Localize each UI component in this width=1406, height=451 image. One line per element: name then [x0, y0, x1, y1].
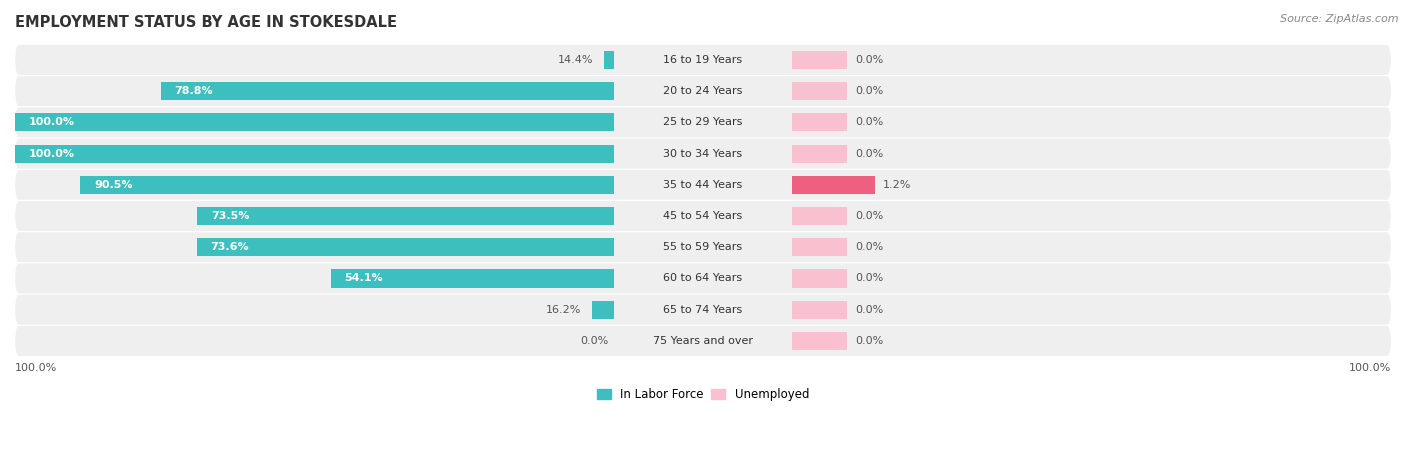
- Bar: [160, 82, 613, 100]
- Text: Source: ZipAtlas.com: Source: ZipAtlas.com: [1281, 14, 1399, 23]
- Text: EMPLOYMENT STATUS BY AGE IN STOKESDALE: EMPLOYMENT STATUS BY AGE IN STOKESDALE: [15, 15, 396, 30]
- FancyBboxPatch shape: [15, 138, 1391, 169]
- Bar: [793, 301, 848, 319]
- Text: 45 to 54 Years: 45 to 54 Years: [664, 211, 742, 221]
- Text: 0.0%: 0.0%: [856, 305, 884, 315]
- Bar: [605, 51, 613, 69]
- Text: 16.2%: 16.2%: [546, 305, 581, 315]
- Text: 75 Years and over: 75 Years and over: [652, 336, 754, 346]
- Text: 0.0%: 0.0%: [856, 242, 884, 252]
- Bar: [592, 301, 613, 319]
- Bar: [793, 145, 848, 163]
- Text: 0.0%: 0.0%: [579, 336, 607, 346]
- Text: 60 to 64 Years: 60 to 64 Years: [664, 273, 742, 284]
- Text: 14.4%: 14.4%: [558, 55, 593, 65]
- Bar: [793, 176, 875, 194]
- Bar: [80, 176, 613, 194]
- Text: 100.0%: 100.0%: [1348, 364, 1391, 373]
- Text: 55 to 59 Years: 55 to 59 Years: [664, 242, 742, 252]
- Bar: [793, 207, 848, 225]
- Text: 73.5%: 73.5%: [211, 211, 249, 221]
- Text: 65 to 74 Years: 65 to 74 Years: [664, 305, 742, 315]
- Text: 0.0%: 0.0%: [856, 273, 884, 284]
- FancyBboxPatch shape: [15, 326, 1391, 356]
- Text: 16 to 19 Years: 16 to 19 Years: [664, 55, 742, 65]
- Text: 0.0%: 0.0%: [856, 336, 884, 346]
- Bar: [197, 238, 613, 256]
- Text: 0.0%: 0.0%: [856, 211, 884, 221]
- Bar: [793, 238, 848, 256]
- Bar: [793, 113, 848, 131]
- Text: 0.0%: 0.0%: [856, 117, 884, 127]
- Text: 73.6%: 73.6%: [211, 242, 249, 252]
- Bar: [793, 51, 848, 69]
- FancyBboxPatch shape: [15, 263, 1391, 294]
- Text: 0.0%: 0.0%: [856, 55, 884, 65]
- FancyBboxPatch shape: [15, 232, 1391, 262]
- Text: 35 to 44 Years: 35 to 44 Years: [664, 180, 742, 190]
- FancyBboxPatch shape: [15, 107, 1391, 138]
- FancyBboxPatch shape: [15, 201, 1391, 231]
- FancyBboxPatch shape: [15, 45, 1391, 75]
- Text: 90.5%: 90.5%: [94, 180, 132, 190]
- Text: 100.0%: 100.0%: [28, 149, 75, 159]
- Text: 54.1%: 54.1%: [344, 273, 384, 284]
- Bar: [793, 82, 848, 100]
- Text: 20 to 24 Years: 20 to 24 Years: [664, 86, 742, 96]
- Text: 1.2%: 1.2%: [883, 180, 911, 190]
- FancyBboxPatch shape: [15, 295, 1391, 325]
- Bar: [793, 332, 848, 350]
- Text: 25 to 29 Years: 25 to 29 Years: [664, 117, 742, 127]
- Text: 30 to 34 Years: 30 to 34 Years: [664, 149, 742, 159]
- Text: 100.0%: 100.0%: [15, 364, 58, 373]
- Bar: [15, 113, 613, 131]
- Legend: In Labor Force, Unemployed: In Labor Force, Unemployed: [592, 383, 814, 405]
- Bar: [793, 269, 848, 288]
- Bar: [197, 207, 613, 225]
- Text: 78.8%: 78.8%: [174, 86, 214, 96]
- FancyBboxPatch shape: [15, 76, 1391, 106]
- FancyBboxPatch shape: [15, 170, 1391, 200]
- Bar: [330, 269, 613, 288]
- Text: 100.0%: 100.0%: [28, 117, 75, 127]
- Bar: [15, 145, 613, 163]
- Text: 0.0%: 0.0%: [856, 86, 884, 96]
- Text: 0.0%: 0.0%: [856, 149, 884, 159]
